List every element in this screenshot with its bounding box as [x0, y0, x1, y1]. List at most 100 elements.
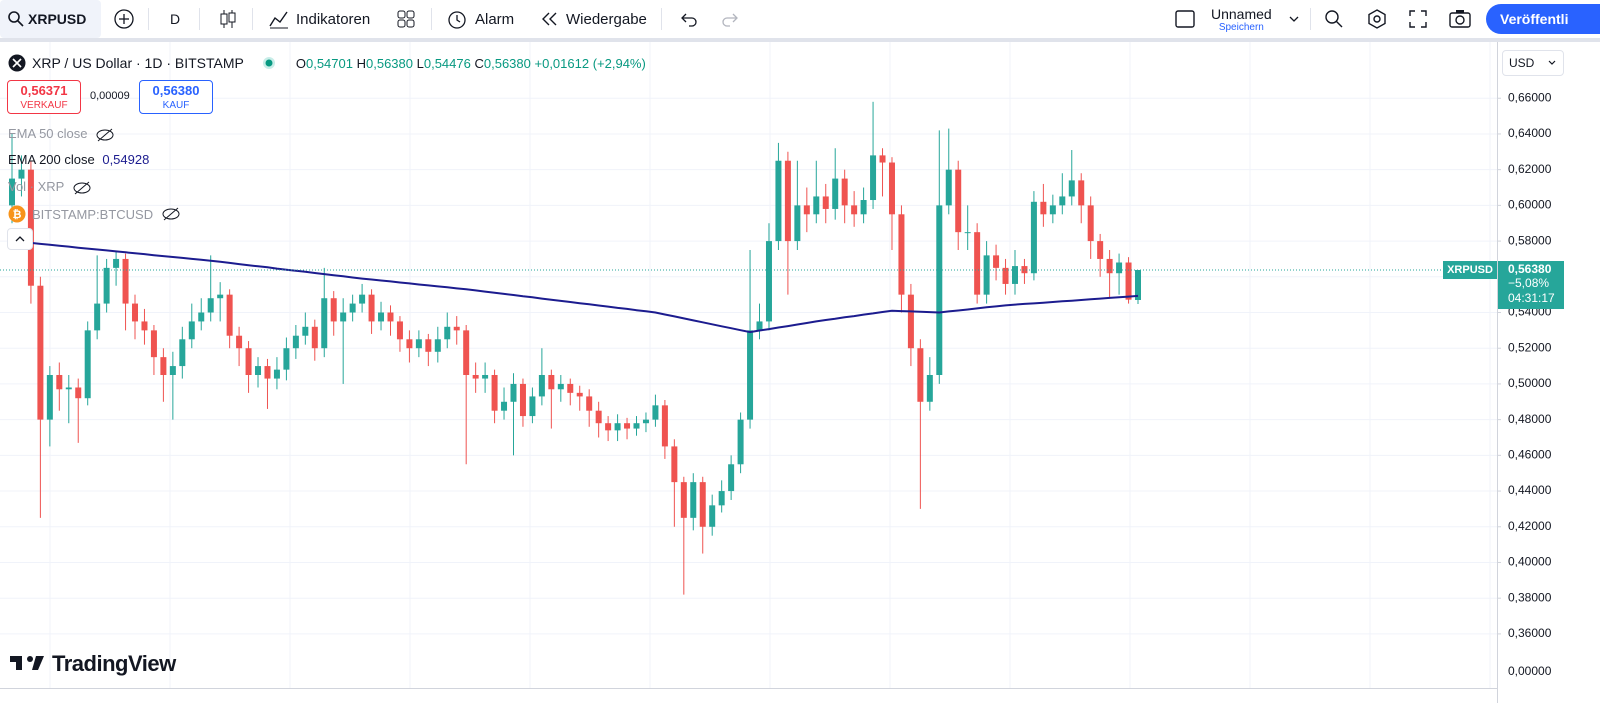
separator [252, 8, 253, 30]
currency-select[interactable]: USD [1502, 50, 1564, 76]
indicators-button[interactable]: Indikatoren [268, 0, 370, 38]
candle-body [103, 267, 110, 304]
alert-button[interactable]: Alarm [446, 0, 514, 38]
square-icon [1175, 10, 1195, 28]
candle-body [974, 232, 981, 295]
candle-body [472, 374, 479, 379]
candle-body [671, 446, 678, 483]
axis-floor-label: 0,00000 [1508, 664, 1552, 678]
candle-body [9, 178, 15, 206]
candle-body [822, 196, 829, 209]
layout-menu[interactable] [1288, 0, 1300, 38]
layout-name[interactable]: Unnamed Speichern [1211, 0, 1272, 38]
watermark: TradingView [52, 651, 177, 676]
publish-button[interactable]: Veröffentli [1486, 4, 1600, 34]
indicator-ema50[interactable]: EMA 50 close [8, 126, 115, 142]
candle-body [226, 294, 233, 336]
candle-body [302, 326, 309, 336]
alarm-icon [448, 11, 466, 29]
legend-row: XRP / US Dollar · 1D · BITSTAMP O0,54701… [8, 54, 646, 72]
candle-body [879, 155, 886, 163]
collapse-legend[interactable] [7, 228, 33, 250]
candle-body [321, 298, 328, 349]
candle-body [179, 339, 186, 367]
candle-body [803, 205, 810, 215]
templates-button[interactable] [396, 0, 416, 38]
y-tick-label: 0,42000 [1508, 519, 1552, 533]
chart-type-button[interactable] [218, 0, 238, 38]
candle-body [964, 232, 971, 234]
quick-search-icon [1325, 10, 1343, 28]
c-label: C [474, 55, 484, 71]
candle-body [860, 200, 867, 215]
candle-body [1011, 266, 1018, 284]
candle-body [207, 298, 214, 313]
sell-button[interactable]: 0,56371 VERKAUF [7, 80, 81, 114]
fullscreen-button[interactable] [1408, 0, 1428, 38]
candle-body [718, 491, 725, 506]
time-grid [49, 42, 1491, 688]
ema-line [11, 240, 1139, 334]
candle-body [396, 321, 403, 340]
y-tick-label: 0,50000 [1508, 376, 1552, 390]
redo-button[interactable] [720, 0, 740, 38]
candle-body [340, 312, 347, 322]
candle-body [813, 196, 820, 215]
plus-icon [114, 9, 134, 29]
y-tick-label: 0,52000 [1508, 340, 1552, 354]
candle-body [595, 410, 602, 424]
snapshot-button[interactable] [1448, 0, 1472, 38]
y-tick-label: 0,36000 [1508, 626, 1552, 640]
candle-body [557, 383, 564, 390]
candle-body [1135, 270, 1141, 300]
symbol-search[interactable]: XRPUSD [0, 0, 101, 38]
candle-body [926, 374, 933, 402]
candle-body [37, 285, 44, 420]
candle-body [567, 383, 574, 393]
change: +0,01612 (+2,94%) [534, 55, 646, 71]
candle-body [311, 326, 318, 349]
candle-body [993, 255, 1000, 268]
candle-body [463, 330, 470, 375]
layout-icon[interactable] [1174, 0, 1196, 38]
separator [1310, 8, 1311, 30]
candle-body [122, 258, 129, 304]
candle-body [378, 312, 385, 322]
indicator-value: 0,54928 [102, 152, 150, 167]
candle-body [1040, 201, 1047, 215]
candle-body [898, 214, 905, 295]
candle-body [690, 482, 697, 518]
indicator-volume[interactable]: Vol · XRP [8, 179, 92, 195]
candle-body [747, 330, 754, 420]
currency: USD [1509, 56, 1535, 70]
undo-button[interactable] [679, 0, 699, 38]
candle-body [652, 405, 659, 420]
quick-search[interactable] [1323, 0, 1345, 38]
y-tick-label: 0,64000 [1508, 126, 1552, 140]
candle-body [150, 330, 157, 358]
candle-body [794, 205, 801, 242]
settings-button[interactable] [1366, 0, 1388, 38]
compare-button[interactable] [113, 0, 135, 38]
c-value: 0,56380 [483, 55, 531, 71]
candle-body [1087, 205, 1094, 242]
candle-body [1078, 180, 1085, 206]
buy-button[interactable]: 0,56380 KAUF [139, 80, 213, 114]
replay-icon [542, 12, 557, 26]
candle-icon [220, 10, 236, 28]
chevron [1548, 60, 1556, 65]
candle-body [349, 303, 356, 313]
indicator-name: EMA 200 close [8, 152, 95, 167]
indicator-btcusd[interactable]: ₿ BITSTAMP:BTCUSD [8, 205, 181, 223]
interval-button[interactable]: D [170, 0, 180, 38]
replay-button[interactable]: Wiedergabe [540, 0, 647, 38]
candle-body [737, 419, 744, 465]
indicator-ema200[interactable]: EMA 200 close 0,54928 [8, 152, 149, 167]
candle-body [680, 482, 687, 518]
candle-body [1116, 262, 1123, 274]
candle-body [169, 366, 176, 375]
candle-body [501, 401, 508, 411]
candle-body [84, 330, 91, 399]
separator [199, 8, 200, 30]
